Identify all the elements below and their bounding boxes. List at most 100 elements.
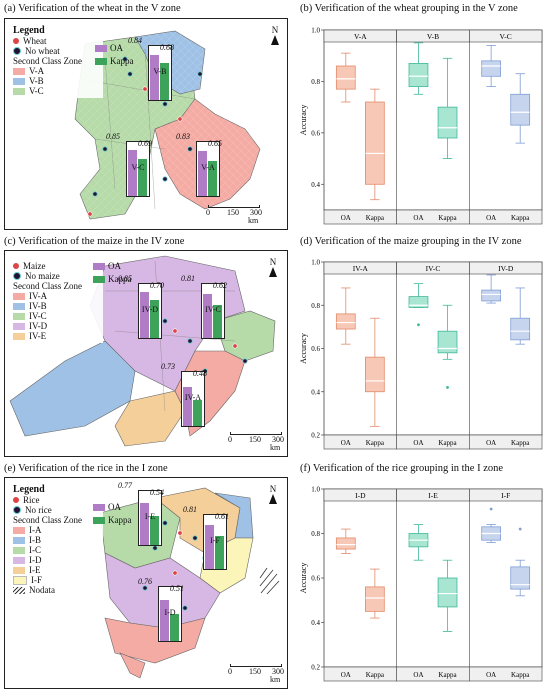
- kappa-bar: [193, 400, 202, 426]
- category-label: OA: [486, 214, 496, 222]
- oa-value: 0.81: [181, 274, 195, 283]
- legend-zone-v-a: V-A: [29, 66, 45, 76]
- y-tick-label: 0.8: [311, 530, 320, 538]
- oa-bar: [150, 54, 159, 100]
- kappa-outlier: [446, 386, 449, 389]
- y-tick-label: 1.0: [311, 486, 320, 494]
- legend-zone-i-f: I-F: [31, 575, 42, 585]
- category-strip: [469, 666, 543, 682]
- category-strip: [396, 434, 470, 450]
- accuracy-bars-v-b: V-B 0.84 0.68: [128, 36, 174, 101]
- oa-box: [335, 313, 356, 330]
- north-label: N: [269, 257, 277, 267]
- category-label: Kappa: [511, 671, 530, 679]
- zone-swatch: [13, 292, 25, 300]
- legend-oa: OA: [108, 261, 121, 271]
- legend-zone-iv-b: IV-B: [29, 301, 47, 311]
- kappa-value: 0.68: [160, 43, 174, 52]
- scale-tick: 300: [272, 435, 284, 444]
- zone-swatch: [13, 312, 25, 320]
- oa-box: [408, 63, 429, 87]
- panel-zone-label: IV-C: [426, 264, 441, 273]
- bar-zone-label: V-B: [153, 67, 167, 76]
- category-label: Kappa: [366, 671, 385, 679]
- oa-value: 0.81: [183, 505, 197, 514]
- oa-outlier: [417, 323, 420, 327]
- legend-kappa: Kappa: [110, 56, 134, 66]
- legend-zone-i-b: I-B: [29, 535, 41, 545]
- bar-zone-label: IV-D: [141, 305, 159, 314]
- scale-unit: km: [270, 443, 281, 452]
- no-wheat-point-icon: [13, 47, 21, 55]
- oa-box: [335, 65, 356, 90]
- bar-zone-label: I-D: [164, 608, 176, 617]
- oa-value: 0.83: [176, 132, 190, 141]
- legend-maize: Maize: [23, 261, 46, 271]
- y-axis-label: Accuracy: [299, 563, 308, 594]
- scale-unit: km: [270, 675, 281, 684]
- caption-b: (b) Verification of the wheat grouping i…: [300, 3, 518, 14]
- panel-zone-label: I-E: [428, 491, 438, 500]
- map-maize-iv-zone: Maize No maize Second Class Zone IV-A IV…: [4, 250, 288, 457]
- oa-bar: [183, 386, 192, 426]
- kappa-value: 0.61: [215, 512, 229, 521]
- zone-swatch: [13, 575, 27, 585]
- zone-iv-b-region: [9, 340, 136, 437]
- sample-points-e: [142, 520, 208, 611]
- zone-swatch: [13, 536, 25, 544]
- category-label: OA: [413, 439, 423, 447]
- zone-swatch: [13, 302, 25, 310]
- legend-zone-iv-d: IV-D: [29, 321, 48, 331]
- panel-zone-label: V-A: [354, 32, 367, 41]
- panel-zone-label: I-D: [355, 491, 366, 500]
- metric-legend-a: OA Kappa: [95, 43, 134, 66]
- scale-unit: km: [248, 216, 259, 225]
- caption-a: (a) Verification of the wheat in the V z…: [4, 3, 181, 14]
- legend-oa: OA: [108, 502, 121, 512]
- category-label: Kappa: [438, 214, 457, 222]
- plot-area: [323, 488, 543, 668]
- category-label: OA: [486, 439, 496, 447]
- map-wheat-v-zone: Legend Wheat No wheat Second Class Zone …: [4, 18, 288, 230]
- oa-bar: [140, 503, 149, 545]
- no-maize-point-icon: [13, 272, 21, 280]
- north-label: N: [271, 25, 279, 35]
- metric-legend-c: OA Kappa: [93, 261, 132, 284]
- legend-zone-v-b: V-B: [29, 76, 44, 86]
- kappa-value: 0.62: [213, 281, 227, 290]
- panel-zone-label: I-F: [501, 491, 510, 500]
- oa-bar: [205, 525, 214, 569]
- legend-zone-i-e: I-E: [29, 565, 41, 575]
- y-tick-label: 0.2: [311, 664, 320, 672]
- plot-area: [323, 261, 543, 436]
- boxplot-rice-i-zone: Accuracy 0.2 0.4 0.6 0.8 1.0 I-D OA Kappa I-E OA Ka…: [299, 486, 543, 682]
- category-label: Kappa: [366, 439, 385, 447]
- caption-e: (e) Verification of the rice in the I zo…: [4, 463, 168, 474]
- kappa-box: [365, 586, 385, 612]
- oa-bar: [128, 150, 137, 196]
- category-strip: [323, 666, 397, 682]
- scale-tick: 0: [228, 667, 232, 676]
- y-tick-label: 0.4: [311, 619, 320, 627]
- kappa-value: 0.65: [208, 139, 222, 148]
- scale-tick: 150: [227, 208, 239, 217]
- wheat-point-icon: [13, 38, 19, 44]
- accuracy-bars-iv-c: IV-C 0.81 0.62: [181, 274, 227, 339]
- panel-zone-label: IV-A: [353, 264, 369, 273]
- legend-zone-i-c: I-C: [29, 545, 41, 555]
- oa-outlier: [489, 507, 493, 511]
- category-label: OA: [341, 671, 351, 679]
- kappa-bar: [213, 304, 222, 338]
- caption-f: (f) Verification of the rice grouping in…: [300, 463, 504, 474]
- kappa-value: 0.48: [193, 369, 207, 378]
- scale-tick: 0: [206, 208, 210, 217]
- category-label: Kappa: [511, 214, 530, 222]
- legend-title: Legend: [13, 484, 45, 495]
- oa-box: [335, 537, 356, 550]
- legend-kappa: Kappa: [108, 274, 132, 284]
- zone-swatch: [13, 566, 25, 574]
- north-label: N: [269, 484, 277, 494]
- legend-zone-title: Second Class Zone: [13, 56, 82, 66]
- caption-d: (d) Verification of the maize grouping i…: [300, 236, 522, 247]
- kappa-box: [365, 356, 385, 393]
